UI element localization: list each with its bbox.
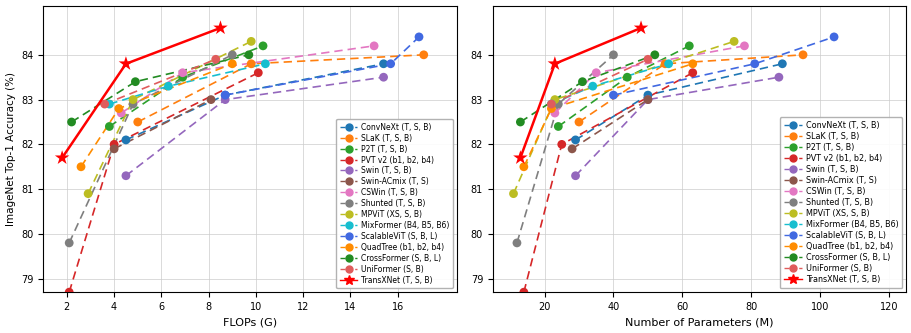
Point	[575, 79, 589, 84]
Point	[544, 102, 558, 107]
Point	[225, 52, 240, 58]
Point	[203, 97, 218, 102]
Point	[660, 61, 675, 67]
Point	[550, 102, 565, 107]
Point	[547, 97, 561, 102]
Point	[175, 70, 189, 75]
Point	[516, 164, 530, 169]
Point	[255, 43, 270, 49]
Point	[640, 93, 654, 98]
Point	[619, 75, 634, 80]
Point	[62, 240, 77, 245]
Point	[513, 119, 527, 125]
Point	[506, 191, 520, 196]
Point	[225, 61, 240, 67]
Point	[376, 75, 391, 80]
Point	[209, 57, 223, 62]
Point	[376, 61, 391, 67]
Point	[606, 52, 620, 58]
Point	[685, 61, 700, 67]
Point	[114, 110, 128, 116]
Point	[218, 93, 232, 98]
Point	[736, 43, 751, 49]
Point	[218, 93, 232, 98]
Point	[826, 34, 841, 40]
Point	[685, 70, 700, 75]
Point	[81, 191, 96, 196]
Point	[568, 137, 582, 143]
Point	[640, 97, 654, 102]
Point	[564, 146, 578, 152]
Point	[213, 25, 228, 31]
Point	[251, 70, 265, 75]
Point	[130, 119, 145, 125]
Legend: ConvNeXt (T, S, B), SLaK (T, S, B), P2T (T, S, B), PVT v2 (b1, b2, b4), Swin (T,: ConvNeXt (T, S, B), SLaK (T, S, B), P2T …	[779, 117, 901, 288]
Point	[243, 61, 258, 67]
Point	[640, 57, 654, 62]
Point	[243, 39, 258, 44]
Point	[416, 52, 431, 58]
Point	[118, 137, 133, 143]
Point	[640, 97, 654, 102]
Point	[589, 70, 603, 75]
Point	[97, 102, 112, 107]
Point	[241, 52, 256, 58]
Point	[111, 106, 126, 111]
Point	[102, 124, 117, 129]
X-axis label: Number of Parameters (M): Number of Parameters (M)	[625, 317, 773, 327]
Point	[516, 289, 530, 295]
Point	[606, 93, 620, 98]
Point	[258, 61, 272, 67]
Point	[62, 289, 77, 295]
Point	[571, 119, 586, 125]
Point	[771, 75, 785, 80]
Point	[544, 102, 558, 107]
Point	[568, 173, 582, 178]
Point	[126, 102, 140, 107]
Point	[544, 106, 558, 111]
Point	[175, 75, 189, 80]
Legend: ConvNeXt (T, S, B), SLaK (T, S, B), P2T (T, S, B), PVT v2 (b1, b2, b4), Swin (T,: ConvNeXt (T, S, B), SLaK (T, S, B), P2T …	[336, 119, 453, 288]
Point	[107, 146, 121, 152]
Point	[647, 52, 661, 58]
Point	[107, 142, 121, 147]
Point	[657, 61, 671, 67]
Point	[513, 155, 527, 161]
Point	[681, 43, 696, 49]
Y-axis label: ImageNet Top-1 Accuracy (%): ImageNet Top-1 Accuracy (%)	[5, 72, 15, 226]
Point	[747, 61, 762, 67]
Point	[55, 155, 69, 161]
Point	[218, 97, 232, 102]
Point	[118, 173, 133, 178]
Point	[585, 84, 599, 89]
Point	[554, 142, 568, 147]
Point	[547, 61, 561, 67]
Point	[795, 52, 810, 58]
Point	[774, 61, 789, 67]
Point	[118, 61, 133, 67]
Point	[383, 61, 397, 67]
Point	[726, 39, 741, 44]
Point	[128, 79, 142, 84]
X-axis label: FLOPs (G): FLOPs (G)	[222, 317, 277, 327]
Point	[74, 164, 88, 169]
Point	[366, 43, 381, 49]
Point	[161, 84, 176, 89]
Point	[102, 102, 117, 107]
Point	[64, 119, 78, 125]
Point	[509, 240, 524, 245]
Point	[550, 124, 565, 129]
Point	[547, 110, 561, 116]
Point	[126, 97, 140, 102]
Point	[633, 25, 648, 31]
Point	[411, 34, 425, 40]
